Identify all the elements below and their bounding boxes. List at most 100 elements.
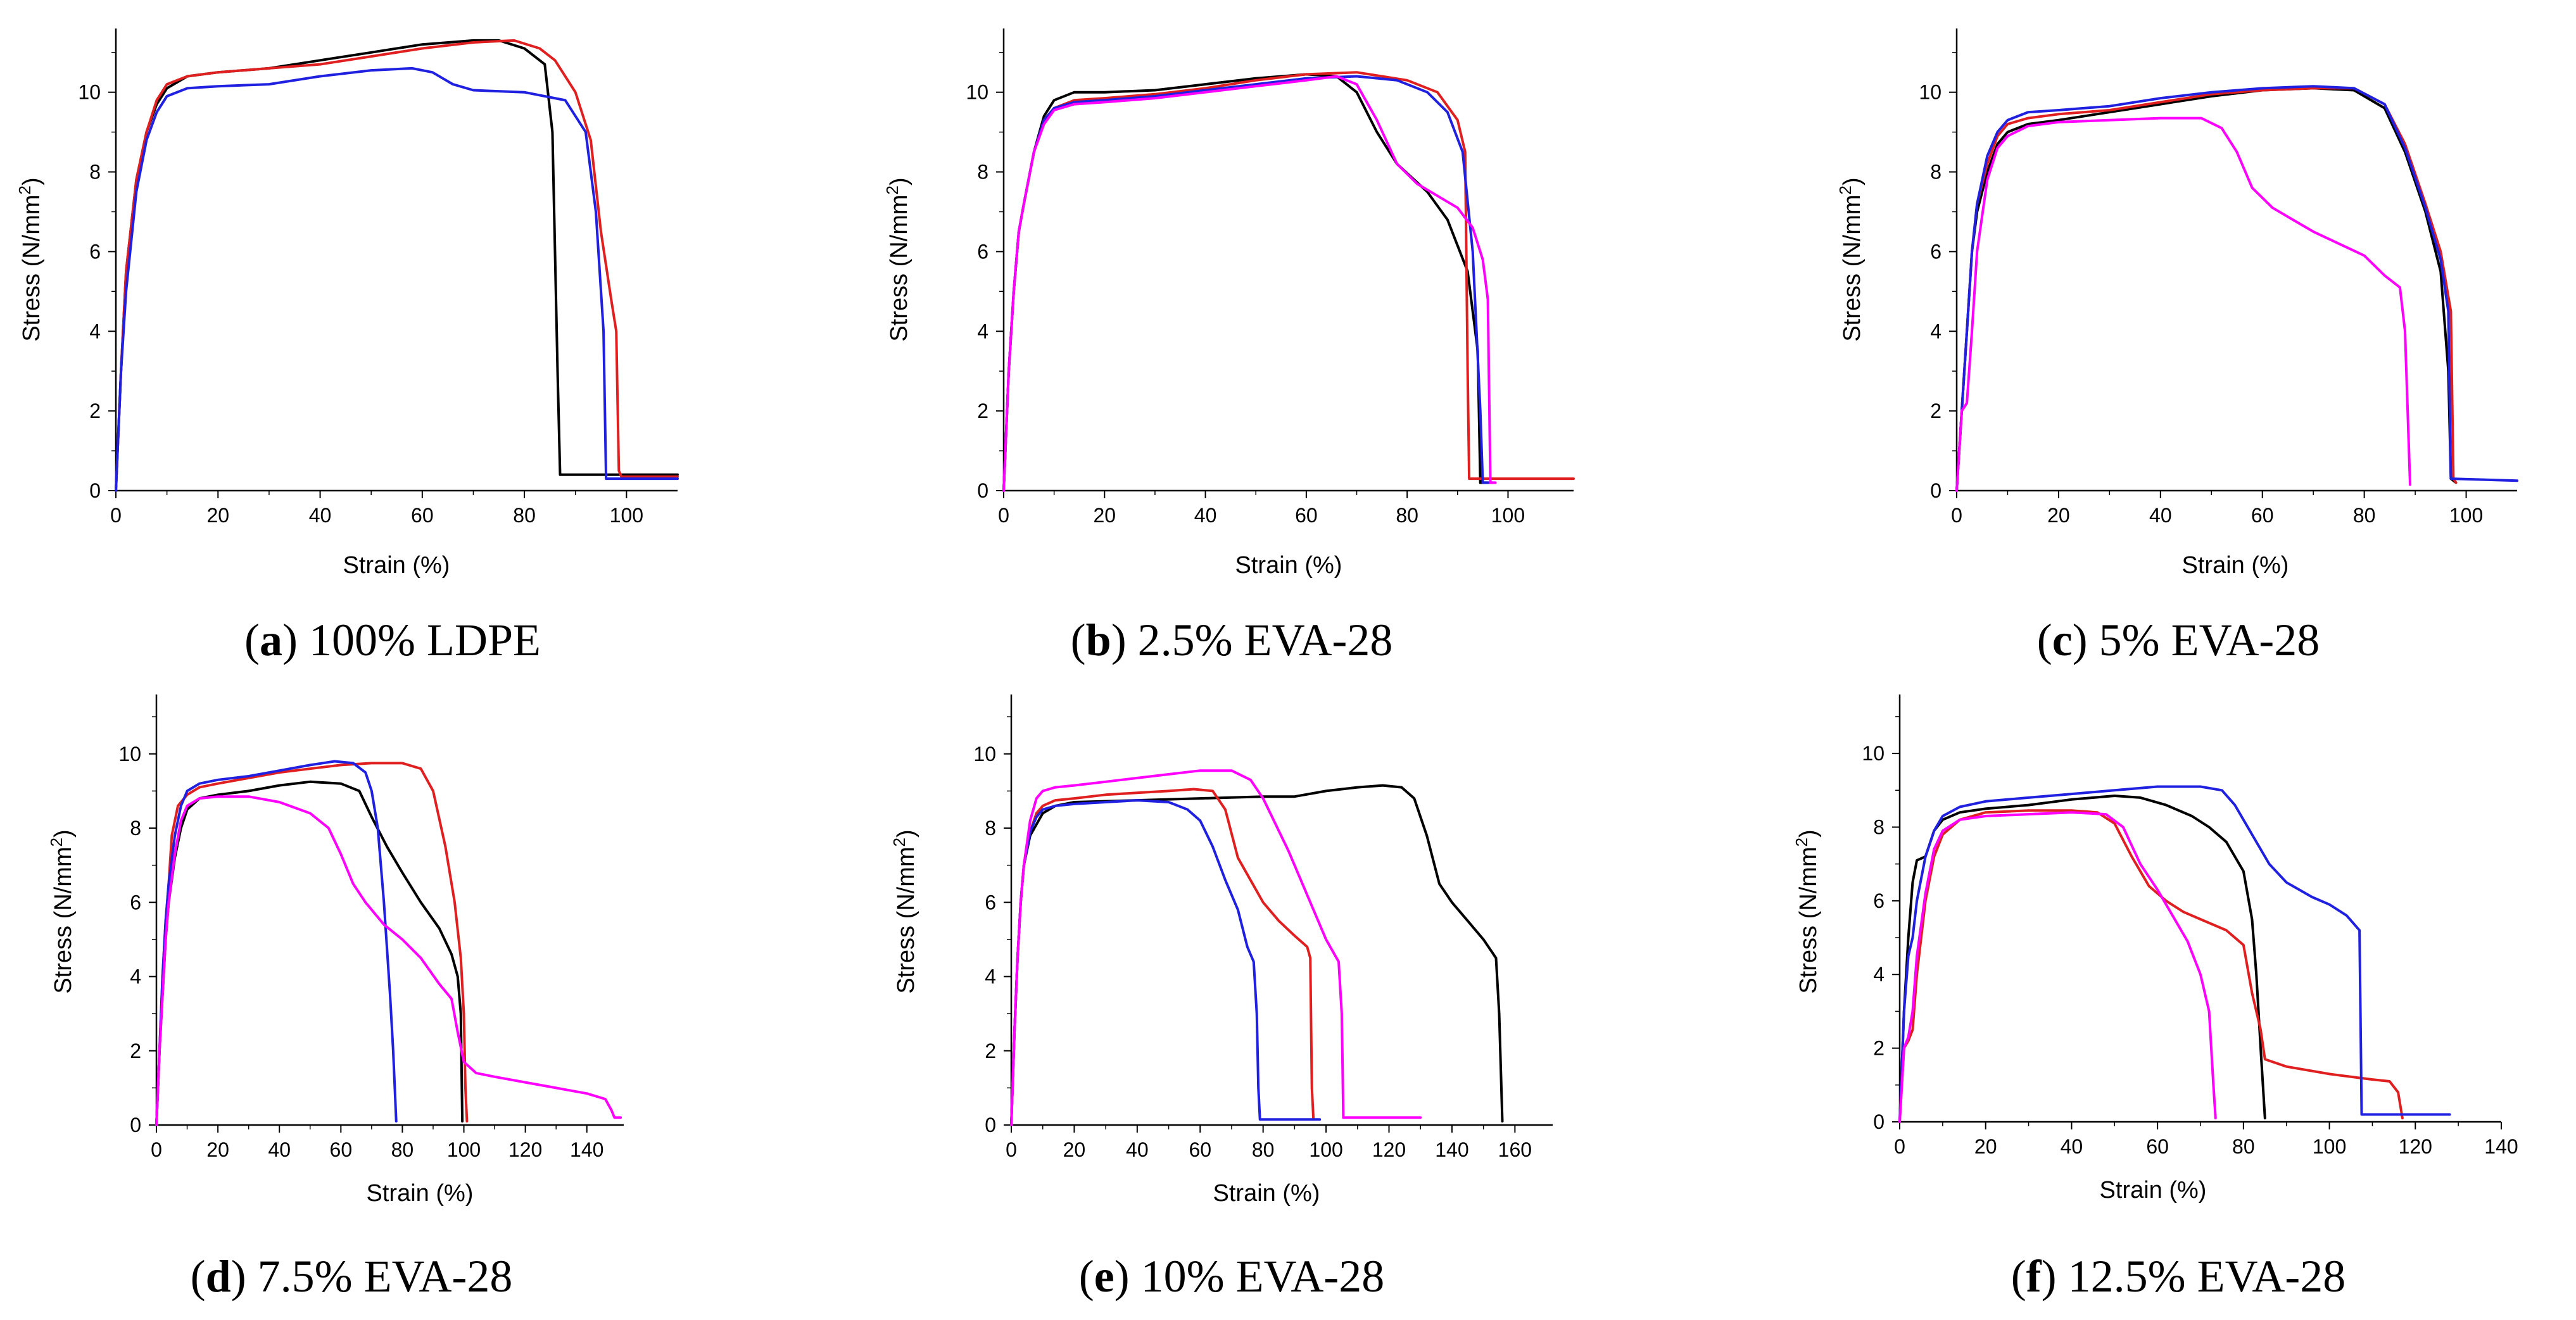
series-red-line-a	[115, 39, 679, 492]
x-tick-label-f: 20	[1974, 1135, 1997, 1158]
x-tick-label-b: 60	[1295, 504, 1318, 527]
y-tick-label-f: 8	[1873, 815, 1885, 838]
y-tick-label-b: 0	[977, 479, 988, 502]
panel-d: 0 20 40 60 80 100 120 140 0 2 4 6 8 10 Strain (%) Str…	[47, 695, 624, 1302]
y-tick-label-d: 2	[130, 1040, 141, 1062]
x-tick-label-e: 20	[1063, 1138, 1086, 1161]
x-tick-label-d: 0	[151, 1138, 162, 1161]
y-tick-label-b: 2	[977, 399, 988, 422]
y-tick-label-b: 10	[966, 81, 988, 104]
y-tick-label-c: 6	[1930, 240, 1941, 263]
y-axis-title-f: Stress (N/mm2)	[1792, 829, 1822, 993]
caption-f: (f) 12.5% EVA-28	[2011, 1251, 2346, 1302]
caption-e: (e) 10% EVA-28	[1079, 1251, 1385, 1302]
x-tick-label-c: 0	[1951, 504, 1962, 527]
series-black-line-f	[1898, 795, 2266, 1123]
y-axis-title-e: Stress (N/mm2)	[890, 829, 919, 993]
y-tick-label-b: 8	[977, 161, 988, 184]
x-tick-label-a: 20	[206, 504, 229, 527]
x-tick-label-c: 20	[2047, 504, 2070, 527]
y-tick-label-f: 10	[1862, 742, 1885, 765]
x-tick-label-c: 60	[2251, 504, 2274, 527]
series-magenta-line-c	[1955, 116, 2411, 492]
x-tick-label-e: 160	[1498, 1138, 1532, 1161]
y-tick-label-d: 6	[130, 891, 141, 914]
y-tick-label-d: 0	[130, 1114, 141, 1136]
plot-area-b: 0 20 40 60 80 100 0 2 4 6 8 10	[966, 28, 1575, 527]
x-tick-label-b: 40	[1194, 504, 1217, 527]
x-tick-label-d: 40	[268, 1138, 291, 1161]
x-tick-label-c: 80	[2353, 504, 2376, 527]
y-tick-label-c: 2	[1930, 399, 1941, 422]
x-tick-label-c: 40	[2149, 504, 2172, 527]
y-tick-label-d: 8	[130, 817, 141, 839]
x-tick-label-e: 0	[1006, 1138, 1017, 1161]
x-tick-label-e: 100	[1309, 1138, 1342, 1161]
x-tick-label-d: 20	[206, 1138, 229, 1161]
x-axis-title-f: Strain (%)	[2100, 1177, 2207, 1204]
series-blue-line-f	[1898, 785, 2451, 1123]
y-tick-label-f: 0	[1873, 1110, 1885, 1133]
x-tick-label-b: 80	[1396, 504, 1418, 527]
x-tick-label-b: 0	[998, 504, 1009, 527]
y-tick-label-c: 4	[1930, 320, 1941, 343]
x-tick-label-d: 140	[570, 1138, 603, 1161]
panel-a: 0 20 40 60 80 100 0 2 4 6 8 10 Strain (%) Stress (N…	[15, 28, 679, 665]
caption-d: (d) 7.5% EVA-28	[191, 1251, 513, 1302]
x-tick-label-f: 40	[2061, 1135, 2083, 1158]
x-tick-label-a: 40	[309, 504, 332, 527]
x-tick-label-f: 100	[2313, 1135, 2346, 1158]
x-tick-label-b: 20	[1093, 504, 1116, 527]
y-tick-label-c: 10	[1919, 81, 1941, 104]
panel-b: 0 20 40 60 80 100 0 2 4 6 8 10 Strain (%) Stress (N…	[883, 28, 1575, 665]
y-tick-label-c: 8	[1930, 161, 1941, 184]
x-axis-title-d: Strain (%)	[367, 1180, 474, 1207]
y-tick-label-e: 6	[985, 891, 996, 914]
x-tick-label-e: 80	[1252, 1138, 1275, 1161]
x-axis-title-e: Strain (%)	[1213, 1180, 1320, 1207]
y-axis-title-d: Stress (N/mm2)	[47, 829, 77, 993]
y-axis-title-b: Stress (N/mm2)	[883, 177, 912, 341]
plot-area-a: 0 20 40 60 80 100 0 2 4 6 8 10	[78, 28, 679, 527]
x-tick-label-a: 0	[110, 504, 122, 527]
y-tick-label-d: 4	[130, 965, 141, 988]
y-tick-label-a: 6	[89, 240, 101, 263]
plot-area-d: 0 20 40 60 80 100 120 140 0 2 4 6 8 10	[118, 695, 624, 1161]
series-blue-line-d	[155, 760, 398, 1126]
panel-f: 0 20 40 60 80 100 120 140 0 2 4 6 8 10 Strain (%) Str…	[1792, 695, 2518, 1302]
x-tick-label-a: 100	[610, 504, 643, 527]
series-magenta-line-f	[1898, 811, 2217, 1123]
y-axis-title-c: Stress (N/mm2)	[1836, 177, 1866, 341]
x-tick-label-d: 80	[391, 1138, 414, 1161]
plot-area-f: 0 20 40 60 80 100 120 140 0 2 4 6 8 10	[1862, 695, 2518, 1158]
x-tick-label-f: 120	[2399, 1135, 2432, 1158]
x-tick-label-e: 40	[1126, 1138, 1149, 1161]
y-tick-label-e: 8	[985, 817, 996, 839]
x-tick-label-f: 0	[1894, 1135, 1905, 1158]
caption-c: (c) 5% EVA-28	[2037, 615, 2320, 665]
y-tick-label-a: 8	[89, 161, 101, 184]
series-magenta-line-b	[1002, 75, 1497, 492]
x-tick-label-e: 120	[1372, 1138, 1406, 1161]
y-tick-label-b: 4	[977, 320, 988, 343]
panel-c: 0 20 40 60 80 100 0 2 4 6 8 10 Strain (%) Stress (N…	[1836, 28, 2518, 665]
caption-b: (b) 2.5% EVA-28	[1071, 615, 1393, 665]
series-blue-line-a	[115, 66, 679, 492]
x-tick-label-a: 60	[411, 504, 434, 527]
y-tick-label-b: 6	[977, 240, 988, 263]
x-axis-title-a: Strain (%)	[343, 552, 450, 579]
series-magenta-line-e	[1010, 769, 1422, 1126]
x-tick-label-d: 60	[330, 1138, 353, 1161]
series-blue-line-c	[1955, 85, 2518, 492]
y-tick-label-e: 0	[985, 1114, 996, 1136]
x-tick-label-e: 140	[1435, 1138, 1468, 1161]
y-tick-label-e: 2	[985, 1040, 996, 1062]
x-tick-label-f: 140	[2484, 1135, 2518, 1158]
y-axis-title-a: Stress (N/mm2)	[15, 177, 45, 341]
y-tick-label-d: 10	[118, 743, 141, 765]
y-tick-label-a: 4	[89, 320, 101, 343]
x-tick-label-b: 100	[1491, 504, 1525, 527]
y-tick-label-a: 2	[89, 399, 101, 422]
